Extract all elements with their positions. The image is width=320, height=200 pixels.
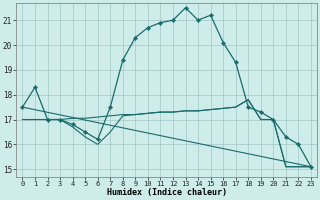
X-axis label: Humidex (Indice chaleur): Humidex (Indice chaleur): [107, 188, 227, 197]
